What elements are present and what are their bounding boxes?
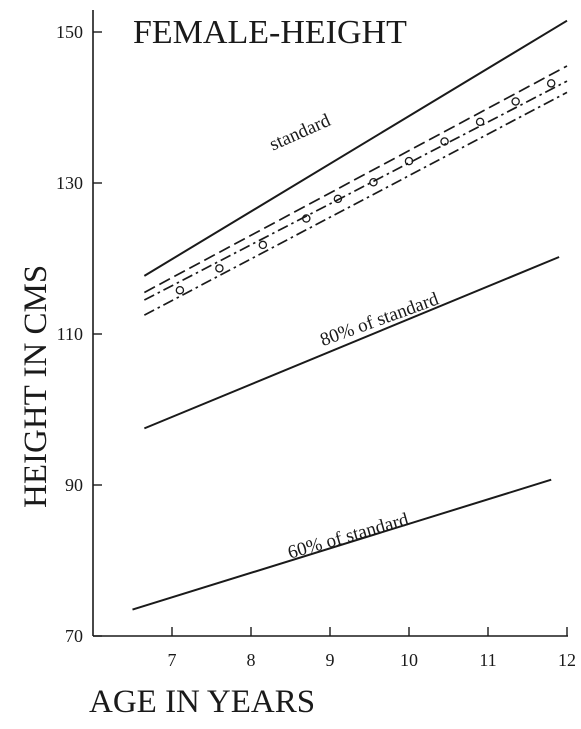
x-tick-label-10: 10 (400, 650, 418, 670)
x-axis-title: AGE IN YEARS (89, 684, 315, 720)
x-tick-label-7: 7 (168, 650, 177, 670)
series-line-2 (143, 65, 568, 294)
series-point-2-3 (258, 240, 268, 250)
series-line-3 (143, 80, 568, 301)
line-label-2: 80% of standard (317, 288, 442, 350)
x-tick-label-12: 12 (558, 650, 576, 670)
series-line-4 (143, 91, 568, 316)
y-tick-label-130: 130 (56, 173, 83, 193)
series-line-1 (143, 19, 568, 277)
series-point-2-2 (215, 264, 224, 273)
y-tick-label-90: 90 (65, 475, 83, 495)
y-axis-title: HEIGHT IN CMS (18, 265, 54, 508)
x-tick-label-8: 8 (247, 650, 256, 670)
series-point-2-10 (511, 97, 520, 106)
plot-area: 70 90 110 130 150 7 8 9 10 11 12 standard 80% of sta… (56, 10, 576, 670)
series-line-6 (132, 478, 552, 611)
y-tick-label-70: 70 (65, 626, 83, 646)
x-tick-label-11: 11 (479, 650, 496, 670)
series-line-5 (143, 256, 560, 430)
chart-title: FEMALE-HEIGHT (133, 14, 407, 51)
series-point-2-1 (175, 285, 185, 295)
y-tick-label-110: 110 (57, 324, 83, 344)
series-point-2-9 (475, 117, 485, 127)
series-point-2-11 (546, 79, 556, 88)
x-tick-label-9: 9 (326, 650, 335, 670)
y-tick-label-150: 150 (56, 22, 83, 42)
line-label-1: standard (266, 110, 334, 156)
line-label-3: 60% of standard (285, 509, 411, 564)
